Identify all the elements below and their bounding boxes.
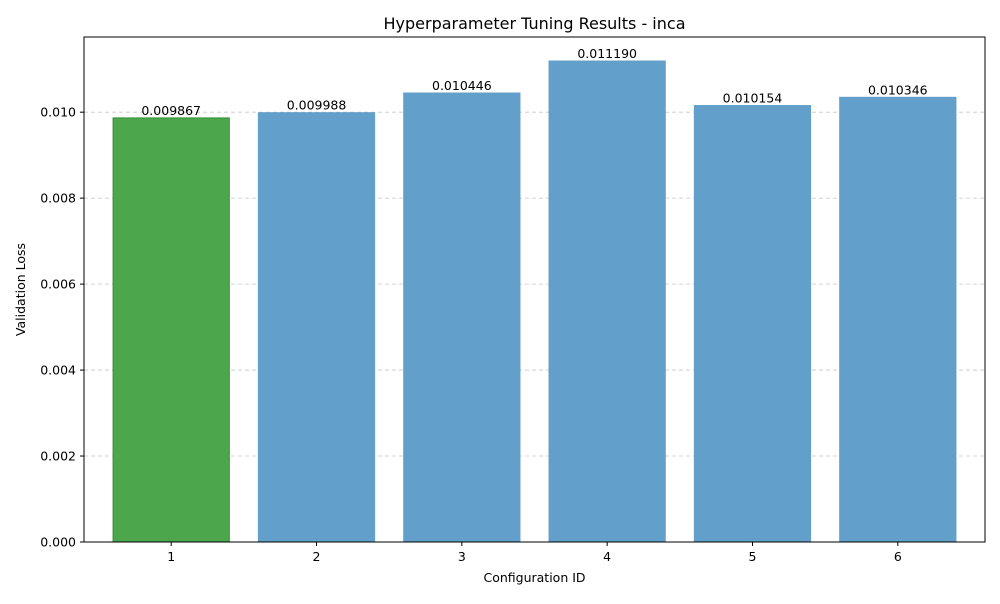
x-axis-label: Configuration ID xyxy=(483,570,585,585)
y-tick-label: 0.002 xyxy=(40,449,76,464)
y-tick-label: 0.006 xyxy=(40,277,76,292)
bar xyxy=(693,105,812,543)
y-tick-label: 0.008 xyxy=(40,191,76,206)
x-axis: 1 2 3 4 5 6 xyxy=(167,542,902,564)
bar-value-label: 0.011190 xyxy=(577,46,637,61)
plot-frame xyxy=(83,36,986,543)
bar xyxy=(548,60,666,543)
chart-title: Hyperparameter Tuning Results - inca xyxy=(384,14,686,33)
x-tick-label: 1 xyxy=(167,549,175,564)
bar-value-label: 0.010346 xyxy=(868,82,928,97)
bar xyxy=(112,117,230,543)
data-labels: 0.009867 0.009988 0.010446 0.011190 0.010154… xyxy=(141,46,927,118)
x-tick-label: 3 xyxy=(458,549,466,564)
x-tick-label: 6 xyxy=(894,549,902,564)
bar-value-label: 0.009988 xyxy=(287,98,347,113)
bars xyxy=(112,60,957,543)
y-tick-label: 0.000 xyxy=(40,535,76,550)
bar xyxy=(257,112,376,543)
y-axis-label: Validation Loss xyxy=(13,243,28,336)
x-tick-label: 5 xyxy=(749,549,757,564)
bar xyxy=(403,92,521,543)
y-tick-label: 0.004 xyxy=(40,363,76,378)
y-axis: 0.000 0.002 0.004 0.006 0.008 0.010 xyxy=(40,105,84,550)
grid-lines xyxy=(84,111,985,457)
x-tick-label: 4 xyxy=(603,549,611,564)
y-tick-label: 0.010 xyxy=(40,105,76,120)
bar-value-label: 0.010154 xyxy=(723,91,783,106)
bar-value-label: 0.009867 xyxy=(141,103,201,118)
bar-value-label: 0.010446 xyxy=(432,78,492,93)
x-tick-label: 2 xyxy=(313,549,321,564)
bar xyxy=(839,96,957,543)
